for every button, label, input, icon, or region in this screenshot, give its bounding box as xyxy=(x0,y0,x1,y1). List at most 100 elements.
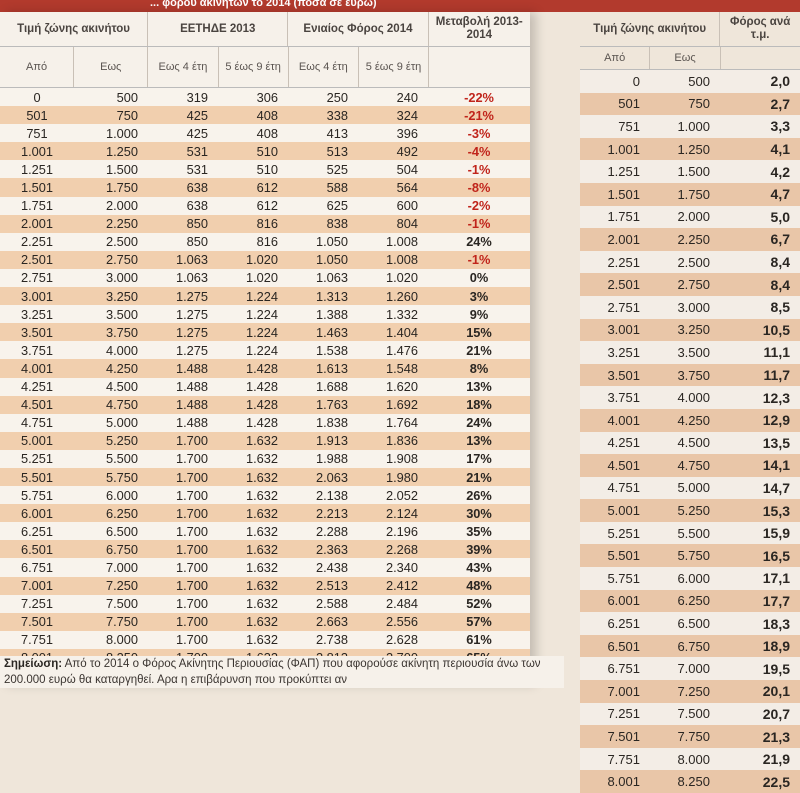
cell-tax: 10,5 xyxy=(762,321,790,338)
cell-to: 1.250 xyxy=(677,141,710,157)
table-row: 6.251 6.500 18,3 xyxy=(580,612,800,635)
right-sub-to: Εως xyxy=(650,47,721,69)
cell-to: 6.250 xyxy=(677,593,710,609)
cell-enfia-4: 2.213 xyxy=(315,505,348,521)
cell-enfia-9: 492 xyxy=(396,143,418,159)
cell-to: 4.750 xyxy=(677,457,710,473)
cell-enfia-4: 338 xyxy=(326,107,348,123)
cell-tax: 8,5 xyxy=(770,299,790,316)
cell-eetide-9: 1.428 xyxy=(245,379,278,395)
cell-to: 3.750 xyxy=(105,324,138,340)
cell-enfia-9: 240 xyxy=(396,89,418,105)
cell-from: 4.001 xyxy=(607,412,640,428)
cell-enfia-9: 2.556 xyxy=(385,614,418,630)
table-row: 5.501 5.750 1.700 1.632 2.063 1.980 21% xyxy=(0,467,530,487)
cell-eetide-9: 1.632 xyxy=(245,541,278,557)
cell-enfia-4: 2.663 xyxy=(315,614,348,630)
cell-from: 6.501 xyxy=(20,541,54,557)
cell-enfia-4: 2.138 xyxy=(315,487,348,503)
cell-enfia-4: 1.463 xyxy=(315,324,348,340)
sub-enfia-9: 5 έως 9 έτη xyxy=(359,47,430,87)
cell-change: 21% xyxy=(466,342,492,358)
cell-to: 4.250 xyxy=(677,412,710,428)
header-eetide: ΕΕΤΗΔΕ 2013 xyxy=(148,12,289,46)
cell-change: 57% xyxy=(466,614,492,630)
cell-from: 8.001 xyxy=(607,774,640,790)
cell-enfia-9: 1.332 xyxy=(385,306,418,322)
table-row: 6.001 6.250 1.700 1.632 2.213 2.124 30% xyxy=(0,504,530,523)
cell-from: 2.001 xyxy=(607,231,640,247)
cell-tax: 11,1 xyxy=(763,344,790,361)
cell-enfia-9: 2.052 xyxy=(385,487,418,503)
cell-to: 1.750 xyxy=(677,186,710,202)
cell-enfia-9: 1.476 xyxy=(385,342,418,358)
cell-enfia-9: 2.340 xyxy=(385,559,418,575)
cell-to: 3.000 xyxy=(677,299,710,315)
cell-to: 5.750 xyxy=(105,469,138,485)
cell-change: 24% xyxy=(466,415,492,431)
header-zone: Τιμή ζώνης ακινήτου xyxy=(0,12,149,46)
cell-from: 2.251 xyxy=(607,254,640,270)
cell-eetide-9: 1.020 xyxy=(245,252,278,268)
table-row: 2.001 2.250 850 816 838 804 -1% xyxy=(0,214,530,233)
table-row: 501 750 425 408 338 324 -21% xyxy=(0,106,530,125)
cell-change: 24% xyxy=(466,234,492,250)
sub-to: Εως xyxy=(74,47,149,87)
table-row: 5.751 6.000 1.700 1.632 2.138 2.052 26% xyxy=(0,486,530,505)
table-row: 3.751 4.000 12,3 xyxy=(580,386,800,409)
cell-from: 5.501 xyxy=(607,548,640,564)
cell-change: -4% xyxy=(467,143,491,159)
table-row: 6.501 6.750 1.700 1.632 2.363 2.268 39% xyxy=(0,540,530,559)
cell-enfia-9: 1.404 xyxy=(385,324,418,340)
table-row: 4.001 4.250 1.488 1.428 1.613 1.548 8% xyxy=(0,359,530,378)
cell-to: 6.250 xyxy=(105,505,138,521)
left-header-groups: Τιμή ζώνης ακινήτου ΕΕΤΗΔΕ 2013 Ενιαίος … xyxy=(0,12,530,47)
cell-to: 5.250 xyxy=(105,433,138,449)
cell-to: 3.000 xyxy=(105,270,138,286)
cell-enfia-4: 513 xyxy=(326,143,348,159)
right-sub-empty xyxy=(721,47,800,69)
table-row: 5.251 5.500 15,9 xyxy=(580,521,800,545)
table-row: 3.251 3.500 1.275 1.224 1.388 1.332 9% xyxy=(0,305,530,324)
cell-tax: 15,3 xyxy=(762,502,790,519)
table-row: 1.251 1.500 4,2 xyxy=(580,160,800,183)
cell-from: 7.751 xyxy=(20,632,54,648)
cell-from: 1.001 xyxy=(607,141,640,157)
table-row: 0 500 319 306 250 240 -22% xyxy=(0,88,530,107)
cell-change: 13% xyxy=(466,379,492,395)
cell-to: 5.500 xyxy=(105,451,138,467)
cell-change: 17% xyxy=(466,451,492,467)
cell-enfia-9: 324 xyxy=(396,107,418,123)
cell-eetide-4: 425 xyxy=(186,125,208,141)
banner-title: ... φόρου ακινήτων το 2014 (ποσά σε ευρώ… xyxy=(150,0,377,9)
right-rows: 0 500 2,0 501 750 2,7 751 1.000 3,3 1.001 1.250 4,1… xyxy=(580,70,800,793)
cell-from: 4.751 xyxy=(20,415,54,431)
cell-from: 2.501 xyxy=(607,277,640,293)
cell-from: 2.751 xyxy=(607,299,640,315)
cell-eetide-9: 1.224 xyxy=(245,306,278,322)
cell-to: 2.250 xyxy=(677,231,710,247)
cell-enfia-9: 2.484 xyxy=(385,596,418,612)
cell-from: 6.251 xyxy=(20,523,54,539)
cell-eetide-4: 319 xyxy=(186,89,208,105)
cell-eetide-9: 1.632 xyxy=(245,523,278,539)
cell-to: 8.000 xyxy=(677,751,710,767)
cell-enfia-9: 804 xyxy=(396,216,418,232)
cell-eetide-4: 1.488 xyxy=(175,379,208,395)
cell-enfia-9: 1.908 xyxy=(385,451,418,467)
cell-to: 5.750 xyxy=(677,548,710,564)
table-row: 6.001 6.250 17,7 xyxy=(580,589,800,613)
cell-eetide-9: 1.632 xyxy=(245,451,278,467)
cell-from: 3.251 xyxy=(607,344,640,360)
cell-eetide-9: 1.632 xyxy=(245,505,278,521)
cell-eetide-9: 1.632 xyxy=(245,632,278,648)
cell-from: 1.501 xyxy=(607,186,640,202)
cell-from: 3.751 xyxy=(607,390,640,406)
cell-eetide-4: 1.488 xyxy=(175,415,208,431)
table-row: 2.251 2.500 850 816 1.050 1.008 24% xyxy=(0,232,530,251)
cell-from: 5.251 xyxy=(607,525,640,541)
cell-from: 4.751 xyxy=(607,480,640,496)
table-row: 3.001 3.250 1.275 1.224 1.313 1.260 3% xyxy=(0,287,530,306)
table-row: 3.751 4.000 1.275 1.224 1.538 1.476 21% xyxy=(0,341,530,360)
cell-from: 7.501 xyxy=(607,729,640,745)
